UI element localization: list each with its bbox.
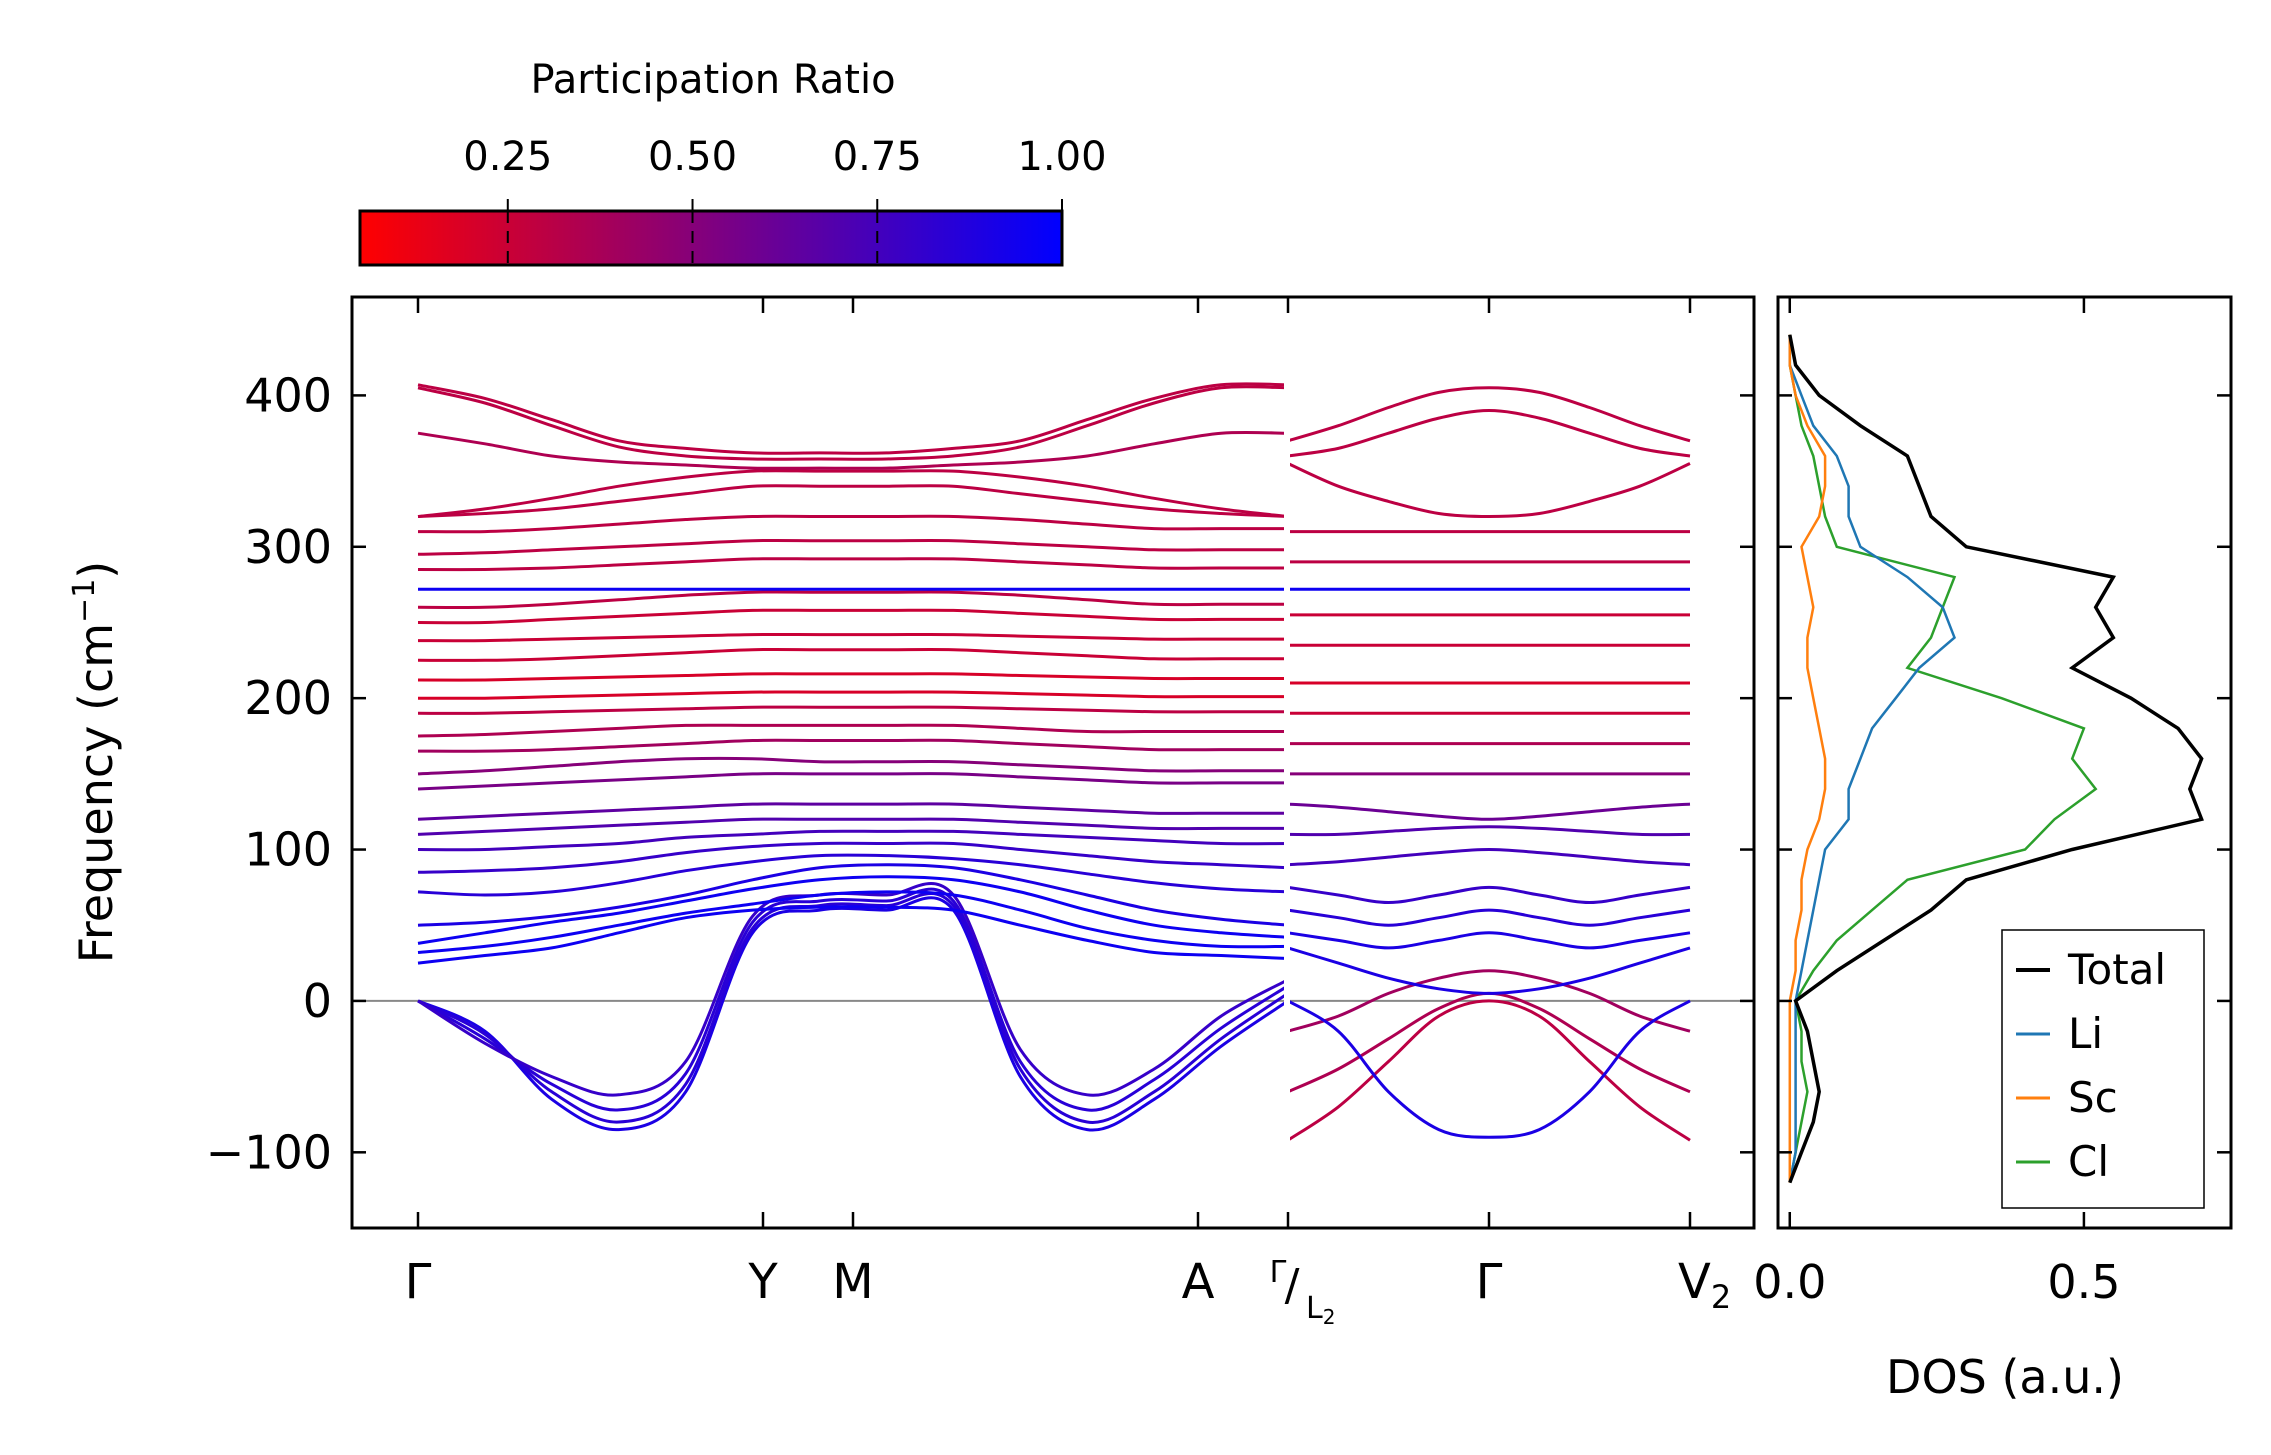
phonon-bands	[417, 298, 1691, 1227]
band-line	[417, 690, 1288, 700]
y-label-sup: −1	[67, 579, 102, 623]
colorbar-tick-label: 0.75	[833, 134, 922, 180]
band-line	[1287, 386, 1691, 443]
legend-label-cl: Cl	[2068, 1137, 2109, 1186]
band-line	[1287, 931, 1691, 950]
dos-x-tick-label: 0.0	[1753, 1255, 1826, 1309]
dos-line-cl	[1788, 334, 2098, 1183]
colorbar-gradient	[358, 209, 1064, 267]
band-line	[417, 723, 1288, 738]
x-tick-label: Y	[747, 1254, 778, 1310]
y-tick-label: 300	[244, 520, 332, 574]
band-line	[417, 514, 1288, 534]
legend-label-sc: Sc	[2068, 1073, 2118, 1122]
band-line	[417, 382, 1289, 455]
v2-sub: 2	[1711, 1278, 1731, 1316]
segment-break	[1284, 298, 1290, 1227]
band-line	[1287, 825, 1691, 837]
y-label-end: )	[69, 561, 123, 579]
band-line	[417, 863, 1289, 927]
band-line	[417, 647, 1288, 662]
band-line	[417, 887, 1289, 1112]
dos-plot-frame	[1776, 295, 2233, 1230]
dos-legend: Total Li Sc Cl	[2001, 929, 2205, 1209]
colorbar-tick-label: 0.50	[648, 134, 737, 180]
dos-panel: 0.0 0.5 DOS (a.u.) Total Li Sc Cl	[1753, 295, 2233, 1404]
band-line	[1287, 802, 1691, 821]
band-line	[417, 817, 1288, 836]
break-label-sub: 2	[1323, 1305, 1336, 1329]
band-line	[417, 590, 1288, 610]
band-line	[417, 484, 1289, 518]
x-tick-label: Γ	[1476, 1254, 1503, 1310]
band-line	[1287, 999, 1691, 1142]
band-line	[417, 672, 1288, 682]
y-tick-label: 400	[244, 368, 332, 422]
band-line	[417, 829, 1289, 852]
colorbar-tick-label: 0.25	[463, 134, 552, 180]
band-plot-frame	[350, 295, 1756, 1230]
band-line	[1287, 408, 1691, 458]
y-tick-label: −100	[206, 1125, 332, 1179]
band-line	[417, 430, 1289, 470]
band-line	[417, 853, 1289, 897]
band-line	[417, 756, 1288, 776]
band-line	[417, 738, 1288, 753]
band-line	[1287, 908, 1691, 927]
band-line	[1287, 462, 1691, 519]
band-line	[417, 608, 1288, 625]
x-tick-label: Γ	[405, 1254, 432, 1310]
band-line	[417, 896, 1289, 1132]
band-line	[417, 705, 1288, 715]
band-y-axis: −100 0 100 200 300 400	[206, 368, 1754, 1179]
band-line	[1287, 969, 1691, 1033]
dos-curves	[1788, 334, 2204, 1184]
dos-axes: 0.0 0.5	[1753, 297, 2231, 1309]
break-label-bottom: L2	[1306, 1291, 1335, 1329]
band-line	[417, 892, 1289, 1124]
break-label-sep: /	[1285, 1260, 1300, 1311]
band-line	[417, 385, 1289, 461]
band-line	[417, 557, 1288, 572]
legend-label-li: Li	[2068, 1009, 2103, 1058]
band-line	[417, 875, 1289, 945]
colorbar-tick-label: 1.00	[1017, 134, 1106, 180]
dos-x-tick-label: 0.5	[2047, 1255, 2120, 1309]
band-line	[1287, 999, 1691, 1139]
break-label-letter: L	[1306, 1291, 1323, 1326]
band-line	[417, 772, 1288, 791]
dos-line-li	[1788, 334, 1956, 1183]
colorbar: Participation Ratio 0.25 0.50 0.75 1.00	[358, 57, 1107, 267]
band-x-axis: Γ Y M A Γ V2Γ/L2	[405, 297, 1731, 1329]
band-line	[417, 882, 1289, 1097]
band-line	[417, 469, 1289, 518]
v2-base: V	[1678, 1254, 1711, 1310]
band-line	[417, 538, 1288, 556]
legend-label-total: Total	[2067, 945, 2166, 994]
x-tick-label: A	[1182, 1254, 1215, 1310]
dos-line-sc	[1788, 334, 1827, 1183]
band-line	[1287, 885, 1691, 905]
y-tick-label: 200	[244, 671, 332, 725]
colorbar-title: Participation Ratio	[530, 57, 895, 103]
band-y-axis-label: Frequency (cm−1)	[67, 561, 123, 964]
band-line	[1287, 847, 1691, 867]
dos-x-axis-label: DOS (a.u.)	[1886, 1350, 2124, 1404]
band-line	[417, 632, 1288, 643]
colorbar-ticks: 0.25 0.50 0.75 1.00	[463, 134, 1107, 265]
band-line	[417, 802, 1289, 821]
x-tick-label: M	[832, 1254, 873, 1310]
band-line	[1287, 946, 1691, 995]
dos-line-total	[1788, 334, 2204, 1184]
break-label-top: Γ	[1270, 1255, 1287, 1290]
y-label-main: Frequency (cm	[69, 623, 123, 963]
x-tick-label-v2: V2	[1678, 1254, 1731, 1316]
band-line	[417, 841, 1289, 874]
band-line	[417, 890, 1289, 954]
y-tick-label: 0	[303, 974, 332, 1028]
band-line	[417, 905, 1289, 965]
y-tick-label: 100	[244, 823, 332, 877]
